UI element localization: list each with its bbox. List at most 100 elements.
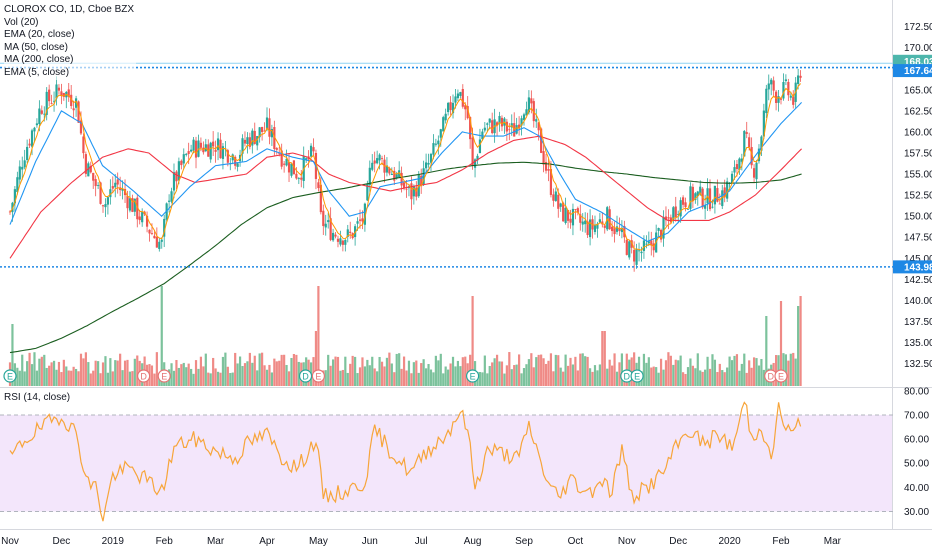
ma50-line[interactable] — [9, 135, 802, 259]
candle[interactable] — [334, 231, 337, 239]
candle[interactable] — [684, 197, 687, 212]
candle[interactable] — [57, 84, 61, 95]
candle[interactable] — [231, 153, 234, 165]
candle[interactable] — [109, 179, 112, 205]
price-axis[interactable]: 172.50170.00167.50165.00162.50160.00157.… — [893, 22, 932, 518]
candle[interactable] — [579, 204, 582, 231]
candle[interactable] — [777, 89, 780, 112]
candle[interactable] — [145, 211, 149, 233]
candle[interactable] — [444, 108, 447, 124]
candle[interactable] — [730, 170, 734, 184]
candle[interactable] — [212, 131, 215, 157]
candle[interactable] — [393, 166, 396, 186]
candle[interactable] — [385, 157, 389, 177]
candle[interactable] — [424, 153, 428, 173]
candle[interactable] — [84, 151, 87, 178]
candle[interactable] — [45, 87, 48, 121]
candle[interactable] — [35, 118, 39, 128]
candle[interactable] — [170, 187, 173, 204]
candle[interactable] — [434, 138, 437, 147]
candle[interactable] — [664, 206, 668, 227]
candle[interactable] — [138, 209, 141, 225]
candle[interactable] — [104, 198, 107, 218]
earnings-marker[interactable]: E — [3, 369, 17, 383]
candle[interactable] — [13, 186, 16, 212]
candle[interactable] — [603, 223, 606, 234]
candle[interactable] — [637, 242, 641, 262]
candle[interactable] — [258, 126, 261, 143]
candle[interactable] — [635, 243, 638, 269]
candle[interactable] — [50, 94, 53, 105]
candle[interactable] — [346, 224, 349, 243]
resistance-price-label[interactable]: 167.64 — [893, 64, 932, 78]
candle[interactable] — [116, 172, 119, 194]
candle[interactable] — [48, 84, 51, 106]
candle[interactable] — [552, 188, 555, 207]
candle[interactable] — [322, 204, 325, 235]
candle[interactable] — [158, 238, 161, 252]
candle[interactable] — [287, 153, 291, 182]
candle[interactable] — [21, 156, 24, 181]
candle[interactable] — [55, 76, 58, 106]
candle[interactable] — [280, 143, 283, 170]
candle[interactable] — [60, 83, 63, 105]
candle[interactable] — [111, 176, 114, 194]
candle[interactable] — [439, 128, 442, 147]
candle[interactable] — [136, 195, 139, 228]
candle[interactable] — [131, 194, 134, 213]
candle[interactable] — [464, 102, 467, 121]
candle[interactable] — [312, 138, 315, 156]
candle[interactable] — [16, 171, 19, 195]
candle[interactable] — [518, 116, 521, 136]
candle[interactable] — [491, 112, 494, 135]
candle[interactable] — [273, 120, 276, 156]
candle[interactable] — [209, 141, 212, 163]
candle[interactable] — [576, 206, 579, 216]
candle[interactable] — [625, 237, 628, 256]
horizontal-levels[interactable] — [0, 62, 893, 268]
candle[interactable] — [559, 202, 562, 212]
candle[interactable] — [628, 240, 631, 260]
candle[interactable] — [402, 180, 406, 191]
candle[interactable] — [317, 178, 320, 192]
candle[interactable] — [456, 89, 460, 101]
candle[interactable] — [689, 182, 692, 212]
candle[interactable] — [733, 160, 736, 180]
candle[interactable] — [256, 135, 259, 151]
candle[interactable] — [667, 209, 670, 230]
candle[interactable] — [586, 212, 589, 239]
candle[interactable] — [752, 164, 756, 184]
candle[interactable] — [182, 148, 185, 170]
candle[interactable] — [236, 162, 239, 172]
candle[interactable] — [361, 210, 364, 230]
candle[interactable] — [481, 128, 484, 141]
candle[interactable] — [615, 215, 619, 235]
earnings-marker[interactable]: E — [630, 369, 644, 383]
candle[interactable] — [696, 190, 699, 206]
candle[interactable] — [564, 197, 567, 225]
candle[interactable] — [782, 73, 785, 101]
candle[interactable] — [214, 140, 217, 163]
candle[interactable] — [92, 172, 95, 189]
candle[interactable] — [513, 112, 516, 137]
candle[interactable] — [483, 122, 486, 133]
candle[interactable] — [371, 154, 374, 172]
candle[interactable] — [417, 171, 420, 198]
candle[interactable] — [324, 214, 327, 236]
candle[interactable] — [691, 183, 694, 209]
candle[interactable] — [410, 176, 413, 210]
candle[interactable] — [33, 126, 36, 142]
candle[interactable] — [331, 228, 335, 242]
ema5-line[interactable] — [9, 83, 801, 251]
candle[interactable] — [755, 159, 758, 190]
candle[interactable] — [300, 169, 303, 188]
candle[interactable] — [757, 144, 761, 164]
candle[interactable] — [760, 135, 763, 157]
candle[interactable] — [451, 94, 455, 119]
candle[interactable] — [657, 227, 660, 238]
candle[interactable] — [190, 144, 193, 153]
candle[interactable] — [505, 118, 508, 141]
candle[interactable] — [537, 121, 540, 141]
candle[interactable] — [535, 108, 538, 128]
candle[interactable] — [270, 124, 273, 146]
